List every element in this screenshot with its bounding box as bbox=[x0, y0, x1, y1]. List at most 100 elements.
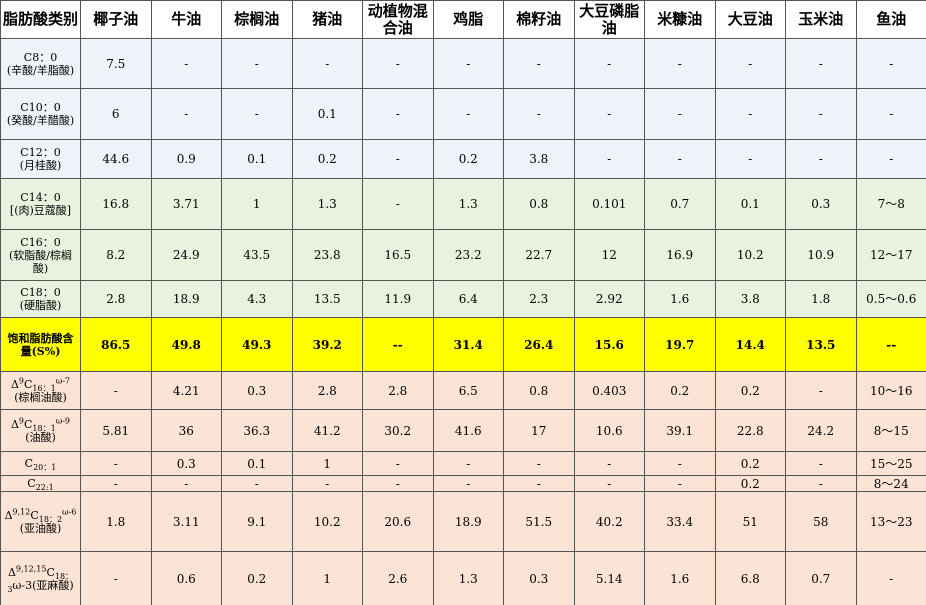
value-cell: 24.2 bbox=[785, 409, 857, 452]
value-cell: 0.2 bbox=[291, 139, 363, 179]
value-cell: 18.9 bbox=[150, 280, 222, 318]
value-cell: 0.403 bbox=[573, 371, 645, 410]
column-header: 棕榈油 bbox=[221, 0, 293, 39]
row-label: C10：0 (癸酸/羊醋酸) bbox=[0, 88, 81, 140]
value-cell: 39.2 bbox=[291, 317, 363, 372]
label-part: (硬脂酸) bbox=[19, 299, 62, 312]
table-row: Δ9C18：1ω-9 (油酸) 5.81 36 36.3 41.2 30.2 41.6 17 10… bbox=[0, 409, 926, 452]
value-cell: - bbox=[573, 451, 645, 476]
value-cell: 6.5 bbox=[432, 371, 504, 410]
table-row: Δ9C16：1ω-7 (棕榈油酸) -4.21 0.3 2.8 2.8 6.5 0.8 0.40… bbox=[0, 371, 926, 410]
label-part: C10：0 bbox=[20, 101, 61, 114]
label-part: C bbox=[24, 417, 33, 431]
value-cell: 0.1 bbox=[714, 178, 786, 230]
row-label: C18：0 (硬脂酸) bbox=[0, 280, 81, 318]
label-part: C bbox=[24, 377, 33, 391]
value-cell: - bbox=[362, 178, 434, 230]
value-cell: - bbox=[80, 451, 152, 476]
value-cell: 8.2 bbox=[80, 229, 152, 281]
value-cell: 13.5 bbox=[785, 317, 857, 372]
column-header: 大豆油 bbox=[714, 0, 786, 39]
label-part: Δ bbox=[10, 417, 19, 431]
value-cell: - bbox=[644, 139, 716, 179]
value-cell: - bbox=[855, 551, 926, 605]
row-label: C20：1 bbox=[0, 451, 81, 476]
value-cell: - bbox=[644, 475, 716, 492]
label-part: 22:1 bbox=[35, 483, 54, 492]
value-cell: - bbox=[573, 139, 645, 179]
value-cell: 33.4 bbox=[644, 491, 716, 552]
value-cell: - bbox=[432, 88, 504, 140]
value-cell: - bbox=[785, 38, 857, 89]
value-cell: 16.5 bbox=[362, 229, 434, 281]
value-cell: 5.14 bbox=[573, 551, 645, 605]
value-cell: 1.8 bbox=[80, 491, 152, 552]
value-cell: 7～8 bbox=[855, 178, 926, 230]
table-row: C20：1-0.3 0.1 1- - - - -0.2-15～25 bbox=[0, 451, 926, 476]
value-cell: - bbox=[432, 451, 504, 476]
label-part: 9,12,15 bbox=[15, 563, 47, 573]
value-cell: 0.2 bbox=[432, 139, 504, 179]
value-cell: 3.11 bbox=[150, 491, 222, 552]
value-cell: 1.6 bbox=[644, 280, 716, 318]
value-cell: 36 bbox=[150, 409, 222, 452]
column-header: 动植物混合油 bbox=[362, 0, 434, 39]
value-cell: - bbox=[573, 475, 645, 492]
value-cell: - bbox=[362, 139, 434, 179]
value-cell: 0.3 bbox=[503, 551, 575, 605]
value-cell: 44.6 bbox=[80, 139, 152, 179]
value-cell: 0.2 bbox=[714, 475, 786, 492]
value-cell: 58 bbox=[785, 491, 857, 552]
value-cell: - bbox=[80, 371, 152, 410]
value-cell: 0.7 bbox=[644, 178, 716, 230]
value-cell: 0.7 bbox=[785, 551, 857, 605]
value-cell: 0.9 bbox=[150, 139, 222, 179]
value-cell: 0.5～0.6 bbox=[855, 280, 926, 318]
label-part: (软脂酸/棕榈酸) bbox=[9, 248, 72, 275]
value-cell: - bbox=[503, 88, 575, 140]
value-cell: 2.92 bbox=[573, 280, 645, 318]
value-cell: 22.7 bbox=[503, 229, 575, 281]
value-cell: 49.3 bbox=[221, 317, 293, 372]
value-cell: - bbox=[714, 139, 786, 179]
value-cell: 2.8 bbox=[80, 280, 152, 318]
label-part: (亚油酸) bbox=[19, 521, 62, 535]
value-cell: 10～16 bbox=[855, 371, 926, 410]
value-cell: 0.1 bbox=[221, 451, 293, 476]
row-label: C14：0 [(肉)豆蔻酸] bbox=[0, 178, 81, 230]
label-part: 18：2 bbox=[38, 514, 63, 524]
value-cell: 39.1 bbox=[644, 409, 716, 452]
value-cell: 7.5 bbox=[80, 38, 152, 89]
value-cell: - bbox=[221, 88, 293, 140]
value-cell: 1 bbox=[221, 178, 293, 230]
value-cell: 6 bbox=[80, 88, 152, 140]
table-row: C12：0 (月桂酸) 44.6 0.9 0.1 0.2-0.2 3.8- - - - - bbox=[0, 139, 926, 179]
value-cell: 2.6 bbox=[362, 551, 434, 605]
value-cell: 17 bbox=[503, 409, 575, 452]
value-cell: - bbox=[150, 475, 222, 492]
row-label: Δ9,12C18：2ω-6 (亚油酸) bbox=[0, 491, 81, 552]
value-cell: 1.3 bbox=[432, 178, 504, 230]
value-cell: 26.4 bbox=[503, 317, 575, 372]
row-label: C22:1 bbox=[0, 475, 81, 492]
value-cell: 4.21 bbox=[150, 371, 222, 410]
value-cell: 31.4 bbox=[432, 317, 504, 372]
value-cell: 0.1 bbox=[221, 139, 293, 179]
value-cell: - bbox=[503, 451, 575, 476]
label-part: 9,12 bbox=[12, 506, 31, 516]
value-cell: 16.9 bbox=[644, 229, 716, 281]
table-row: C8：0 (辛酸/羊脂酸) 7.5- - - - - - - - - - - bbox=[0, 38, 926, 89]
value-cell: 1 bbox=[291, 551, 363, 605]
value-cell: - bbox=[362, 38, 434, 89]
label-part: ω-7 bbox=[55, 375, 71, 385]
value-cell: 5.81 bbox=[80, 409, 152, 452]
label-part: 20：1 bbox=[33, 463, 57, 473]
value-cell: 2.3 bbox=[503, 280, 575, 318]
value-cell: - bbox=[714, 88, 786, 140]
value-cell: 2.8 bbox=[291, 371, 363, 410]
column-header: 玉米油 bbox=[785, 0, 857, 39]
value-cell: 86.5 bbox=[80, 317, 152, 372]
label-part: 18：3 bbox=[7, 571, 74, 594]
value-cell: 0.1 bbox=[291, 88, 363, 140]
label-part: C bbox=[30, 508, 39, 522]
